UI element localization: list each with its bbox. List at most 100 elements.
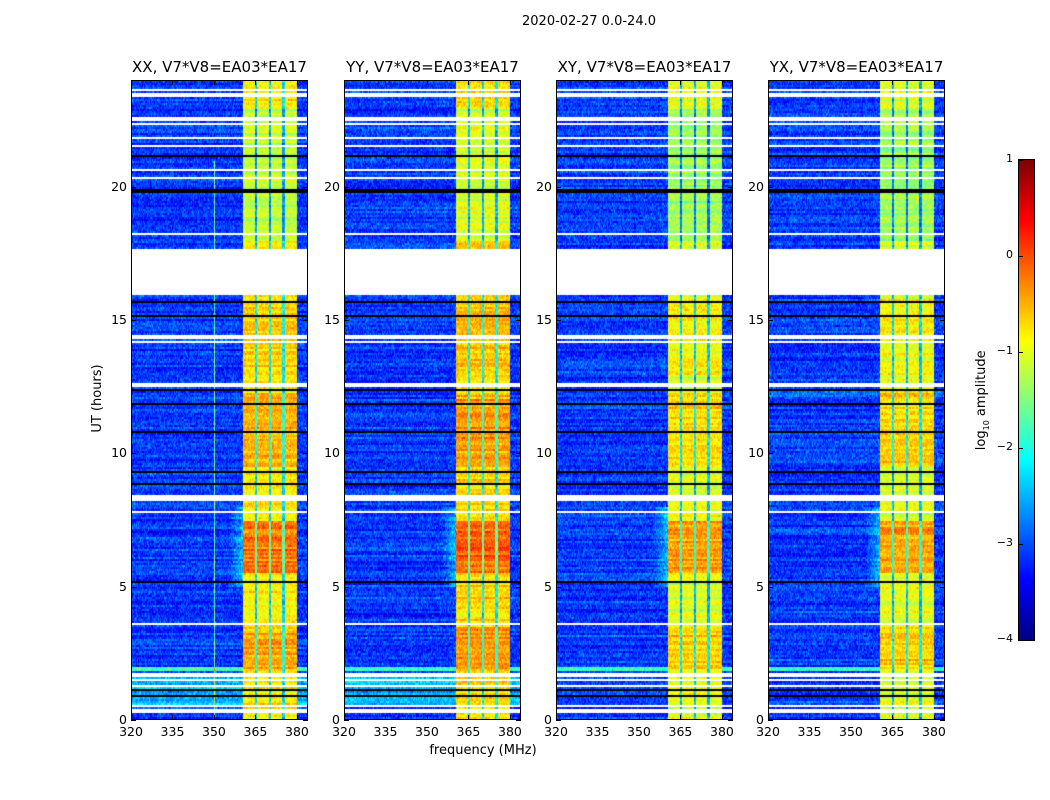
y-tick [556, 586, 561, 588]
y-tick [131, 720, 136, 721]
x-tick-label: 320 [119, 724, 143, 739]
y-tick [768, 186, 773, 188]
y-tick-right [303, 586, 308, 588]
x-tick-top [768, 80, 769, 85]
y-tick-label: 20 [536, 178, 552, 194]
colorbar-tick [1019, 448, 1023, 449]
x-tick [809, 715, 811, 720]
y-tick [344, 186, 349, 188]
y-tick [131, 453, 136, 455]
y-tick-label: 15 [111, 312, 127, 327]
y-tick [344, 453, 349, 455]
panel-title: YX, V7*V8=EA03*EA17 [769, 58, 944, 76]
colorbar-gradient [1019, 160, 1034, 640]
x-tick [768, 715, 769, 720]
y-tick-right [728, 320, 733, 321]
colorbar-tick-label: −2 [996, 440, 1013, 453]
x-tick-top [892, 80, 894, 85]
y-tick [344, 720, 349, 721]
colorbar-tick [1019, 352, 1023, 353]
y-tick [768, 586, 773, 588]
y-tick-right [940, 720, 945, 721]
x-tick [468, 715, 470, 720]
x-tick-top [344, 80, 345, 85]
x-tick-label: 350 [839, 724, 863, 739]
colorbar-tick-label: −3 [996, 536, 1013, 549]
x-tick-label: 320 [544, 724, 568, 739]
x-tick-label: 380 [922, 724, 946, 739]
colorbar-tick [1019, 640, 1023, 641]
y-tick [768, 320, 773, 321]
x-tick [296, 715, 298, 720]
y-tick-label: 5 [332, 578, 340, 594]
x-tick-top [638, 80, 640, 85]
x-tick-label: 350 [415, 724, 439, 739]
y-tick-right [728, 720, 733, 721]
y-tick-right [516, 453, 521, 455]
y-tick-label: 20 [111, 178, 127, 194]
x-tick-top [680, 80, 682, 85]
y-tick-right [940, 186, 945, 188]
panel-title: XX, V7*V8=EA03*EA17 [132, 58, 307, 76]
y-tick-label: 5 [119, 578, 127, 594]
colorbar-tick [1019, 160, 1023, 161]
spectrogram-panel [768, 80, 945, 720]
spectrogram-heatmap [345, 81, 520, 719]
figure-suptitle: 2020-02-27 0.0-24.0 [522, 14, 656, 29]
x-tick-top [933, 80, 935, 85]
y-tick-right [728, 586, 733, 588]
y-tick [556, 186, 561, 188]
x-tick-top [172, 80, 174, 85]
x-tick-label: 335 [797, 724, 822, 739]
x-tick-top [426, 80, 428, 85]
y-tick-label: 0 [332, 712, 340, 727]
y-tick-label: 10 [111, 445, 127, 461]
y-axis-label: UT (hours) [90, 364, 105, 433]
x-tick-label: 320 [332, 724, 356, 739]
spectrogram-panel [131, 80, 308, 720]
x-tick [213, 715, 215, 720]
y-tick-right [303, 720, 308, 721]
spectrogram-panel [556, 80, 733, 720]
x-tick-top [509, 80, 511, 85]
y-tick-right [940, 453, 945, 455]
x-tick-top [556, 80, 557, 85]
y-tick-right [516, 586, 521, 588]
x-tick-label: 380 [285, 724, 309, 739]
spectrogram-panel [344, 80, 521, 720]
y-tick-label: 5 [544, 578, 552, 594]
x-tick-label: 365 [243, 724, 268, 739]
spectrogram-heatmap [557, 81, 732, 719]
colorbar-tick-label: 0 [1006, 248, 1013, 261]
y-tick [556, 453, 561, 455]
x-tick-label: 350 [627, 724, 651, 739]
y-tick-label: 15 [748, 312, 764, 327]
y-tick [344, 586, 349, 588]
x-tick [255, 715, 257, 720]
x-tick-label: 365 [880, 724, 905, 739]
x-tick [344, 715, 345, 720]
x-tick [131, 715, 132, 720]
x-tick [172, 715, 174, 720]
y-tick-right [516, 186, 521, 188]
x-tick-top [255, 80, 257, 85]
x-tick-top [597, 80, 599, 85]
x-tick-top [850, 80, 852, 85]
colorbar-tick [1019, 256, 1023, 257]
x-tick-label: 350 [202, 724, 226, 739]
y-tick-right [303, 320, 308, 321]
x-tick-top [721, 80, 723, 85]
x-axis-label: frequency (MHz) [429, 743, 537, 758]
y-tick [768, 453, 773, 455]
spectrogram-heatmap [132, 81, 307, 719]
x-tick [721, 715, 723, 720]
x-tick [556, 715, 557, 720]
x-tick [638, 715, 640, 720]
x-tick [680, 715, 682, 720]
x-tick-top [468, 80, 470, 85]
y-tick-label: 0 [544, 712, 552, 727]
colorbar-tick [1019, 544, 1023, 545]
y-tick-right [728, 453, 733, 455]
y-tick [556, 320, 561, 321]
